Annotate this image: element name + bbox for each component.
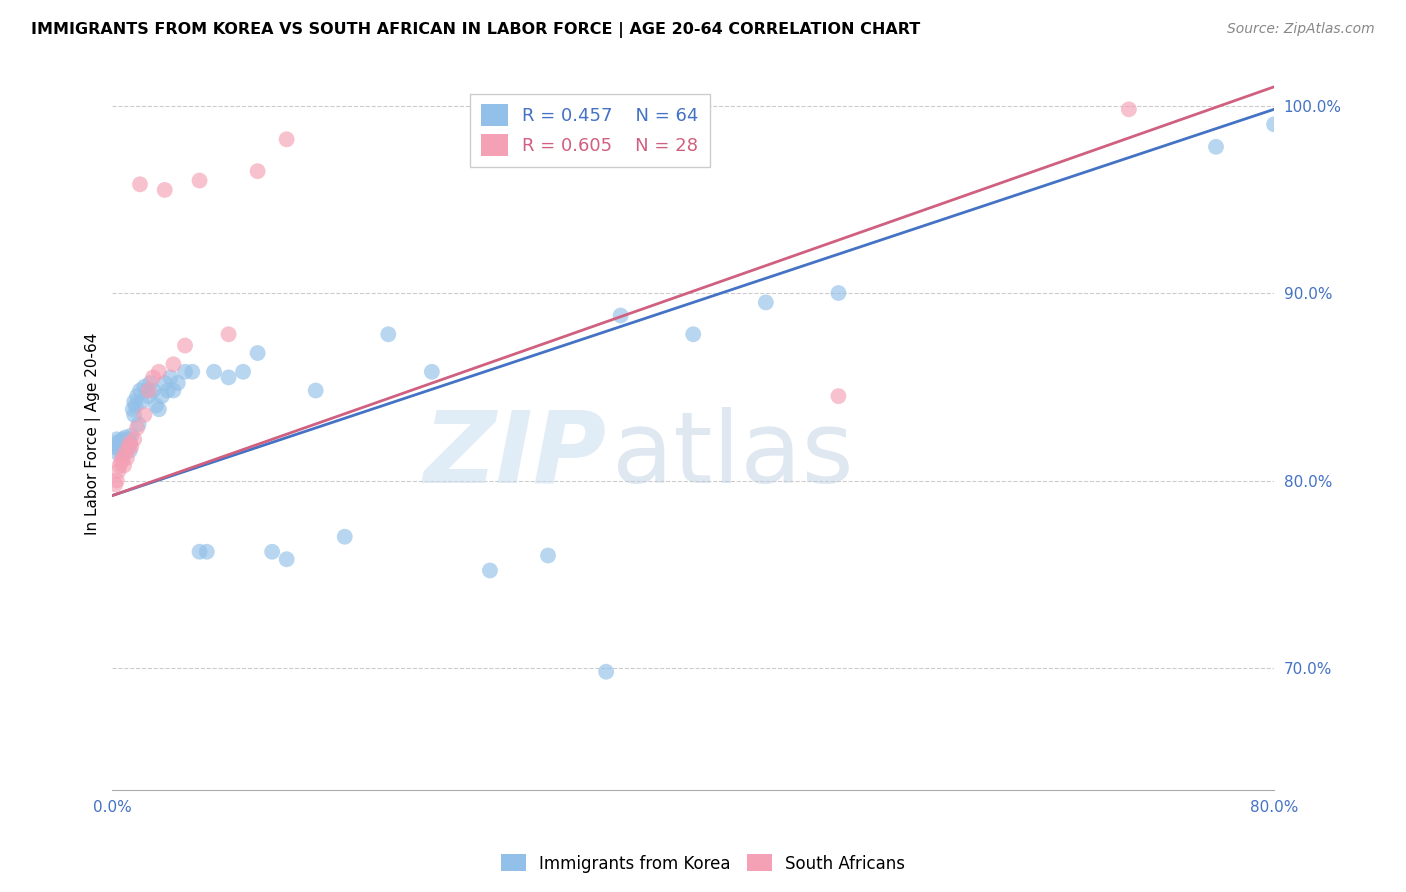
Text: atlas: atlas	[612, 407, 853, 503]
Point	[114, 430, 136, 444]
Point	[122, 408, 145, 422]
Point	[111, 432, 134, 446]
Point	[148, 402, 170, 417]
Legend: R = 0.457    N = 64, R = 0.605    N = 28: R = 0.457 N = 64, R = 0.605 N = 28	[470, 94, 710, 167]
Point	[262, 545, 284, 559]
Point	[129, 384, 152, 398]
Point	[478, 564, 501, 578]
Point	[333, 530, 356, 544]
Point	[127, 421, 149, 435]
Point	[118, 436, 141, 450]
Point	[156, 384, 179, 398]
Point	[181, 365, 204, 379]
Point	[118, 443, 141, 458]
Point	[104, 477, 127, 491]
Point	[122, 394, 145, 409]
Point	[115, 450, 138, 465]
Point	[129, 178, 152, 192]
Point	[276, 132, 298, 146]
Point	[117, 438, 139, 452]
Point	[827, 389, 849, 403]
Point	[112, 438, 135, 452]
Point	[159, 370, 181, 384]
Point	[162, 384, 184, 398]
Point	[105, 445, 128, 459]
Point	[115, 436, 138, 450]
Point	[134, 408, 156, 422]
Point	[162, 357, 184, 371]
Point	[1263, 117, 1285, 131]
Point	[120, 428, 142, 442]
Point	[166, 376, 188, 390]
Point	[127, 389, 149, 403]
Point	[120, 440, 142, 454]
Point	[108, 443, 131, 458]
Point	[121, 402, 143, 417]
Point	[202, 365, 225, 379]
Point	[232, 365, 254, 379]
Point	[218, 327, 240, 342]
Point	[111, 450, 134, 465]
Point	[153, 183, 176, 197]
Point	[108, 436, 131, 450]
Point	[107, 438, 129, 452]
Point	[122, 432, 145, 446]
Point	[110, 434, 132, 449]
Point	[595, 665, 617, 679]
Point	[114, 445, 136, 459]
Text: Source: ZipAtlas.com: Source: ZipAtlas.com	[1227, 22, 1375, 37]
Point	[105, 474, 128, 488]
Y-axis label: In Labor Force | Age 20-64: In Labor Force | Age 20-64	[86, 333, 101, 535]
Point	[139, 376, 162, 390]
Point	[104, 436, 127, 450]
Point	[1118, 103, 1140, 117]
Point	[105, 432, 128, 446]
Point	[124, 399, 146, 413]
Point	[420, 365, 443, 379]
Legend: Immigrants from Korea, South Africans: Immigrants from Korea, South Africans	[494, 847, 912, 880]
Point	[138, 384, 160, 398]
Point	[134, 380, 156, 394]
Point	[110, 455, 132, 469]
Point	[377, 327, 399, 342]
Point	[108, 458, 131, 473]
Point	[276, 552, 298, 566]
Point	[112, 445, 135, 459]
Text: IMMIGRANTS FROM KOREA VS SOUTH AFRICAN IN LABOR FORCE | AGE 20-64 CORRELATION CH: IMMIGRANTS FROM KOREA VS SOUTH AFRICAN I…	[31, 22, 920, 38]
Point	[103, 440, 125, 454]
Point	[827, 286, 849, 301]
Point	[142, 370, 165, 384]
Point	[174, 365, 197, 379]
Point	[246, 346, 269, 360]
Point	[755, 295, 778, 310]
Point	[115, 440, 138, 454]
Point	[174, 338, 197, 352]
Point	[136, 384, 159, 398]
Point	[188, 545, 211, 559]
Point	[195, 545, 218, 559]
Point	[153, 376, 176, 390]
Point	[107, 464, 129, 478]
Point	[682, 327, 704, 342]
Point	[118, 436, 141, 450]
Point	[150, 389, 173, 403]
Point	[246, 164, 269, 178]
Point	[128, 417, 150, 432]
Point	[218, 370, 240, 384]
Text: ZIP: ZIP	[423, 407, 606, 503]
Point	[145, 399, 167, 413]
Point	[148, 365, 170, 379]
Point	[138, 389, 160, 403]
Point	[111, 442, 134, 456]
Point	[131, 394, 153, 409]
Point	[537, 549, 560, 563]
Point	[609, 309, 631, 323]
Point	[117, 440, 139, 454]
Point	[188, 173, 211, 187]
Point	[112, 458, 135, 473]
Point	[305, 384, 328, 398]
Point	[1205, 140, 1227, 154]
Point	[117, 432, 139, 446]
Point	[142, 384, 165, 398]
